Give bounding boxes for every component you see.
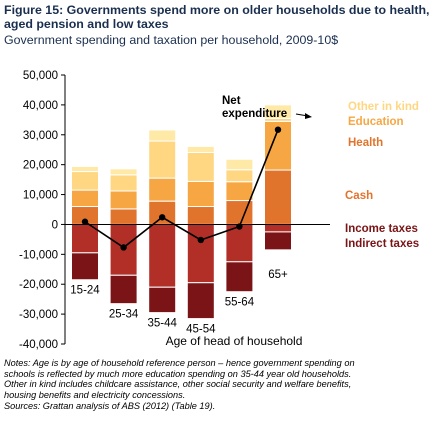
stacked-bar-chart: -40,000 -30,000 -20,000 -10,000 0 10,000 20,00… [19,70,419,351]
bar-segment-indirect-taxes [186,282,215,320]
bar-segment-health [148,177,177,202]
y-tick-label: 20,000 [23,160,58,172]
bar-segment-indirect-taxes [264,231,292,251]
bar-segment-other-in-kind [186,145,215,153]
bar-segment-indirect-taxes [71,252,99,281]
bar-segment-income-taxes [186,223,215,284]
chart-title: Figure 15: Governments spend more on old… [4,3,430,31]
category-label: 35-44 [147,318,177,330]
y-tick-label: -10,000 [19,249,58,261]
net-expenditure-label: expenditure [222,108,287,120]
bar-segment-income-taxes [264,223,292,233]
bar-segment-cash [186,206,215,225]
category-label: 25-34 [109,309,139,321]
bar-segment-cash [109,208,138,225]
note-line: Notes: Age is by age of household refere… [4,358,355,368]
legend-label: Education [348,116,404,128]
bar-segment-indirect-taxes [225,261,254,293]
x-axis-label: Age of head of household [166,334,303,348]
y-tick-label: 10,000 [23,190,58,202]
bar-segment-indirect-taxes [109,274,138,305]
category-label: 15-24 [70,285,100,297]
bars [65,104,330,320]
net-expenditure-point [81,218,89,225]
note-line: Other in kind includes childcare assista… [4,379,352,390]
y-tick-label: 50,000 [23,70,58,82]
bar-segment-education [225,169,254,183]
legend-label: Income taxes [345,223,418,235]
note-line: housing benefits and electricity concess… [4,390,186,401]
bar-segment-health [225,181,254,202]
y-tick-label: -30,000 [19,309,58,321]
category-labels: 15-24 25-34 35-44 45-54 55-64 65+ [70,269,288,336]
net-expenditure-label: Net [222,95,241,107]
net-expenditure-point [236,223,243,230]
chart-subtitle: Government spending and taxation per hou… [4,33,339,47]
bar-segment-education [71,171,99,191]
bar-segment-other-in-kind [148,129,177,142]
net-expenditure-point [197,236,204,244]
net-expenditure-point [159,214,166,221]
bar-segment-indirect-taxes [148,286,177,314]
category-label: 65+ [268,269,288,281]
notes: Notes: Age is by age of household refere… [4,358,432,412]
note-line: Sources: Grattan analysis of ABS (2012) … [4,400,216,411]
bar-segment-income-taxes [148,223,177,288]
bar-segment-education [186,151,215,182]
bar-segment-education [148,140,177,179]
legend-label: Cash [345,190,373,202]
net-expenditure-point [274,126,282,133]
y-tick-label: -20,000 [19,279,58,291]
legend-label: Indirect taxes [345,238,419,250]
net-expenditure-point [120,244,127,251]
bar-segment-health [109,190,138,210]
net-label-arrowhead [305,113,312,119]
y-tick-label: 0 [52,219,58,231]
category-label: 45-54 [186,324,216,336]
bar-segment-health [186,180,215,208]
y-tick-label: -40,000 [19,339,58,351]
bar-segment-other-in-kind [264,104,292,119]
net-expenditure-line [84,129,279,249]
bar-segment-other-in-kind [225,158,254,171]
y-tick-label: 40,000 [23,100,58,112]
note-line: schools is reflected by much more educat… [4,368,352,379]
y-axis: -40,000 -30,000 -20,000 -10,000 0 10,000 20,00… [19,70,66,351]
bar-segment-health [71,189,99,208]
bar-segment-other-in-kind [71,165,99,173]
y-tick-label: 30,000 [23,130,58,142]
legend-label: Other in kind [348,101,419,113]
bar-segment-other-in-kind [109,168,138,176]
bar-segment-cash [264,169,292,225]
bar-segment-cash [148,200,177,225]
legend: Other in kind Education Health Cash Income t… [345,101,419,250]
bar-segment-education [109,174,138,192]
legend-label: Health [348,137,383,149]
category-label: 55-64 [225,297,255,309]
